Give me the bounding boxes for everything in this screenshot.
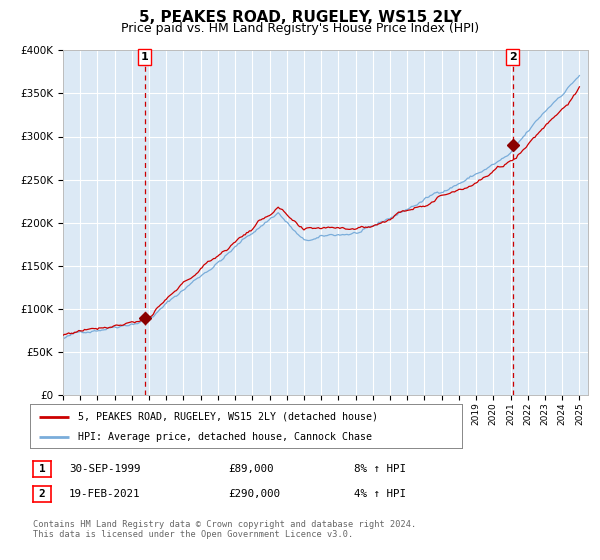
Text: 19-FEB-2021: 19-FEB-2021 [69, 489, 140, 499]
Text: 2: 2 [509, 52, 517, 62]
Text: HPI: Average price, detached house, Cannock Chase: HPI: Average price, detached house, Cann… [77, 432, 371, 442]
Text: £89,000: £89,000 [228, 464, 274, 474]
Text: £290,000: £290,000 [228, 489, 280, 499]
Text: Contains HM Land Registry data © Crown copyright and database right 2024.
This d: Contains HM Land Registry data © Crown c… [33, 520, 416, 539]
Text: 1: 1 [38, 464, 46, 474]
Text: Price paid vs. HM Land Registry's House Price Index (HPI): Price paid vs. HM Land Registry's House … [121, 22, 479, 35]
Text: 5, PEAKES ROAD, RUGELEY, WS15 2LY (detached house): 5, PEAKES ROAD, RUGELEY, WS15 2LY (detac… [77, 412, 377, 422]
Text: 2: 2 [38, 489, 46, 499]
Text: 5, PEAKES ROAD, RUGELEY, WS15 2LY: 5, PEAKES ROAD, RUGELEY, WS15 2LY [139, 10, 461, 25]
Text: 4% ↑ HPI: 4% ↑ HPI [354, 489, 406, 499]
Text: 1: 1 [141, 52, 149, 62]
Text: 30-SEP-1999: 30-SEP-1999 [69, 464, 140, 474]
Text: 8% ↑ HPI: 8% ↑ HPI [354, 464, 406, 474]
